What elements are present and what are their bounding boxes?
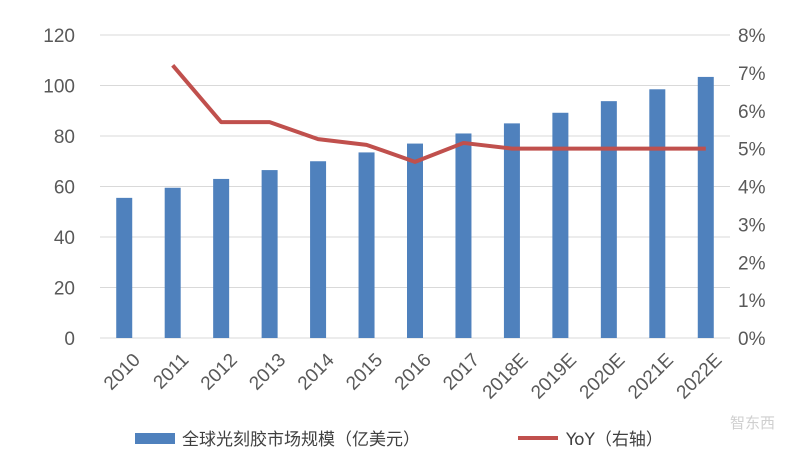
bar-series [116, 76, 714, 339]
bar-2011 [164, 187, 181, 338]
x-tick-label: 2013 [245, 350, 290, 395]
legend-label-line: YoY（右轴） [565, 430, 663, 450]
x-tick-label: 2012 [197, 350, 242, 395]
bar-2015 [358, 152, 375, 338]
right-tick-label: 2% [738, 253, 766, 274]
right-tick-label: 1% [738, 291, 766, 312]
left-tick-label: 120 [43, 26, 75, 47]
bar-2022E [697, 76, 714, 338]
legend: 全球光刻胶市场规模（亿美元） YoY（右轴） [135, 430, 663, 450]
x-tick-label: 2019E [527, 350, 581, 404]
bar-2020E [600, 101, 617, 338]
right-tick-label: 3% [738, 215, 766, 236]
legend-label-bars: 全球光刻胶市场规模（亿美元） [182, 430, 420, 450]
bar-2019E [552, 112, 569, 339]
left-tick-label: 20 [54, 279, 75, 300]
x-tick-label: 2016 [391, 350, 436, 395]
bar-2012 [213, 178, 230, 338]
x-tick-label: 2010 [100, 350, 145, 395]
bar-2014 [310, 161, 327, 338]
x-axis-ticks: 2010 2011 2012 2013 2014 2015 2016 20172018E201… [100, 349, 726, 403]
left-tick-label: 0 [64, 329, 75, 350]
left-tick-label: 100 [43, 77, 75, 98]
x-tick-label: 2021E [624, 350, 678, 404]
watermark: 智东西 [730, 414, 775, 432]
left-tick-label: 80 [54, 127, 75, 148]
x-tick-label: 2022E [673, 350, 727, 404]
bar-2018E [503, 123, 520, 338]
x-tick-label: 2014 [294, 349, 339, 394]
right-axis-ticks: 0% 1% 2% 3% 4% 5% 6% 7% 8% [738, 26, 766, 350]
x-tick-label: 2011 [150, 350, 194, 394]
left-tick-label: 60 [54, 178, 75, 199]
x-tick-label: 2020E [576, 350, 630, 404]
right-tick-label: 7% [738, 64, 766, 85]
x-tick-label: 2017 [439, 350, 484, 395]
right-tick-label: 6% [738, 102, 766, 123]
legend-swatch-bars [135, 433, 175, 444]
right-tick-label: 4% [738, 178, 766, 199]
left-tick-label: 40 [54, 228, 75, 249]
yoy-line [171, 64, 706, 164]
bar-2021E [649, 89, 666, 338]
yoy-line-series [171, 64, 706, 164]
x-tick-label: 2015 [342, 350, 387, 395]
x-tick-label: 2018E [479, 350, 533, 404]
right-tick-label: 8% [738, 26, 766, 47]
bar-2013 [261, 170, 278, 338]
right-tick-label: 5% [738, 140, 766, 161]
bar-2017 [455, 133, 472, 338]
bar-2016 [407, 143, 423, 338]
left-axis-ticks: 0 20 40 60 80 100 120 [43, 26, 75, 350]
right-tick-label: 0% [738, 329, 766, 350]
bar-2010 [116, 197, 133, 338]
